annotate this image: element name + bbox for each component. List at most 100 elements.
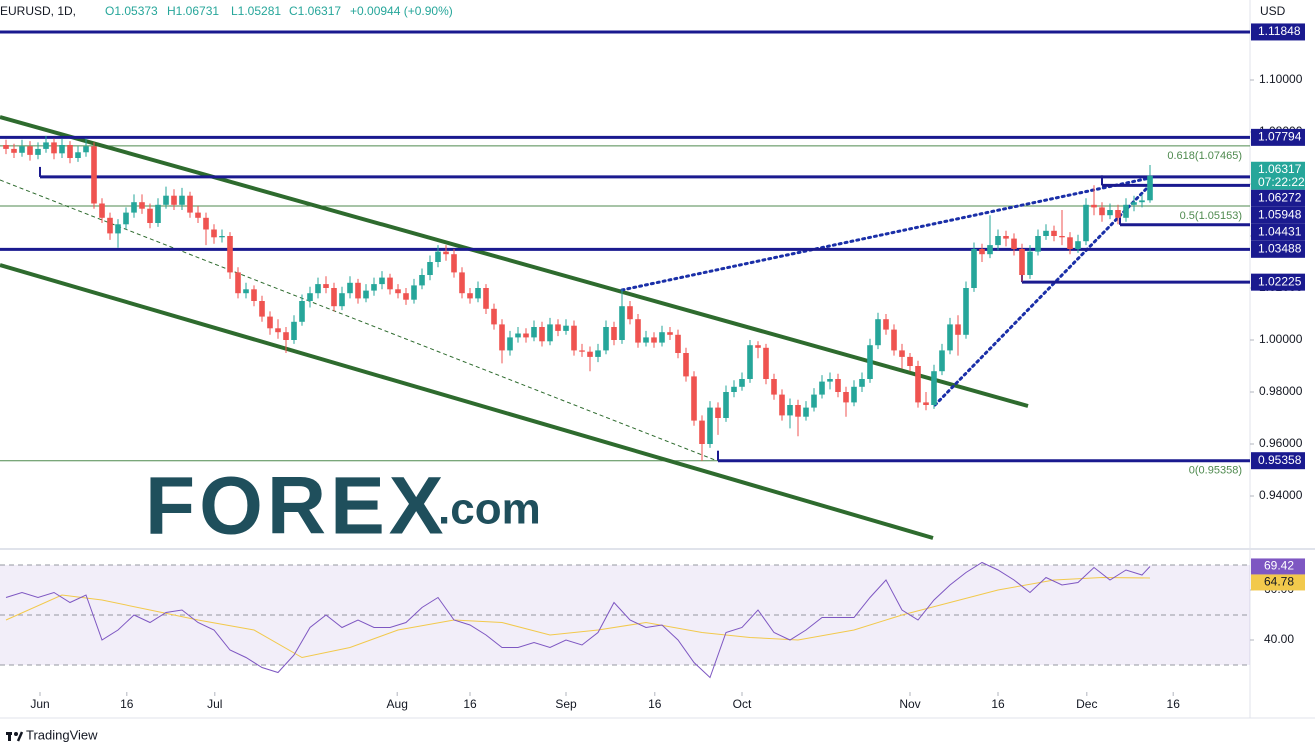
candle-body [1107, 210, 1113, 216]
header-high: H1.06731 [167, 4, 219, 18]
candle-body [1075, 241, 1081, 250]
x-tick-label: 16 [120, 697, 134, 711]
candle-body [539, 327, 545, 342]
candle-body [915, 366, 921, 403]
x-tick-label: Dec [1076, 697, 1097, 711]
candle-body [491, 308, 497, 325]
candle-body [1147, 175, 1153, 201]
header-close: C1.06317 [289, 4, 341, 18]
platform-icon [6, 731, 24, 742]
header-low: L1.05281 [231, 4, 281, 18]
candle-body [43, 142, 49, 149]
fib-label: 0.5(1.05153) [1180, 210, 1242, 222]
symbol: EURUSD, 1D, [0, 4, 76, 18]
candle-body [155, 204, 161, 224]
x-tick-label: Sep [555, 697, 577, 711]
level-label-bg [1251, 23, 1305, 41]
candle-body [251, 289, 257, 302]
level-label-bg [1251, 452, 1305, 470]
candle-body [875, 319, 881, 346]
candle-body [803, 407, 809, 417]
candle-body [459, 272, 465, 294]
candle-body [307, 293, 313, 302]
candle-body [147, 208, 153, 224]
candle-body [275, 328, 281, 333]
candle-body [835, 379, 841, 393]
level-label-bg [1251, 189, 1305, 207]
candle-body [1115, 210, 1121, 218]
y-tick-label: 0.98000 [1259, 384, 1303, 398]
x-tick-label: 16 [1167, 697, 1181, 711]
candle-body [971, 249, 977, 289]
candle-body [555, 324, 561, 331]
level-label: 1.11848 [1258, 24, 1301, 38]
candle-body [595, 350, 601, 357]
candle-body [859, 379, 865, 387]
level-label: 1.02225 [1258, 274, 1302, 288]
candle-body [675, 334, 681, 354]
candle-body [1027, 251, 1033, 276]
candle-body [603, 327, 609, 351]
candle-body [787, 405, 793, 416]
candle-body [635, 319, 641, 343]
candle-body [723, 392, 729, 419]
candle-body [379, 277, 385, 285]
level-label-bg [1251, 206, 1305, 224]
candle-body [1099, 207, 1105, 216]
candle-body [683, 353, 689, 377]
price-label: 1.06317 [1258, 162, 1302, 176]
level-label-bg [1251, 128, 1305, 146]
x-tick-label: 16 [463, 697, 477, 711]
candle-body [507, 337, 513, 351]
x-tick-label: 16 [648, 697, 662, 711]
candle-body [755, 345, 761, 348]
candle-body [211, 229, 217, 238]
candle-body [1043, 230, 1049, 237]
candle-body [403, 293, 409, 300]
level-label: 1.04431 [1258, 224, 1302, 238]
candle-body [587, 351, 593, 357]
candle-body [659, 332, 665, 343]
trend-line [0, 115, 1029, 408]
candle-body [451, 254, 457, 273]
level-label: 0.95358 [1258, 453, 1302, 467]
candle-body [843, 392, 849, 403]
candle-body [1003, 236, 1009, 239]
candle-body [443, 251, 449, 255]
candle-body [883, 319, 889, 330]
candle-body [291, 321, 297, 341]
candle-body [779, 394, 785, 416]
level-label-bg [1251, 240, 1305, 258]
candle-body [579, 350, 585, 352]
candle-body [483, 288, 489, 309]
candle-body [923, 402, 929, 406]
candle-body [315, 284, 321, 294]
candle-body [283, 332, 289, 341]
candle-body [947, 324, 953, 351]
dotted-trend [620, 176, 1152, 292]
candle-body [59, 145, 65, 154]
candle-body [75, 152, 81, 159]
price-label-bg [1251, 161, 1305, 190]
candle-body [531, 327, 537, 338]
candle-body [203, 217, 209, 230]
candle-body [363, 290, 369, 299]
candle-body [811, 394, 817, 408]
level-label: 1.05948 [1258, 207, 1302, 221]
candle-body [1011, 238, 1017, 250]
candle-body [867, 345, 873, 380]
candle-body [643, 337, 649, 343]
candle-body [907, 356, 913, 367]
header-open: O1.05373 [105, 4, 158, 18]
candle-body [395, 289, 401, 294]
candle-body [619, 306, 625, 341]
ma-value: 64.78 [1264, 575, 1294, 589]
candle-body [699, 420, 705, 445]
y-tick-label: 0.94000 [1259, 488, 1303, 502]
candle-body [347, 282, 353, 294]
candle-body [979, 249, 985, 255]
candle-body [995, 236, 1001, 246]
candle-body [139, 202, 145, 209]
candle-body [259, 301, 265, 317]
